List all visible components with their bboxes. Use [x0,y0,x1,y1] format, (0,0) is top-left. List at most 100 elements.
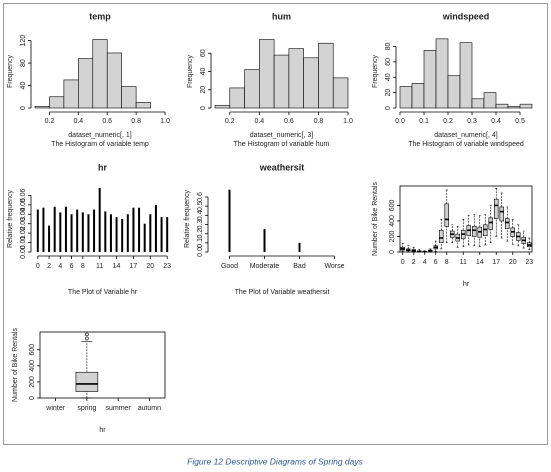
y-axis-label: Frequency [187,54,194,88]
bar [104,211,107,252]
y-tick-label: 0.04 [20,207,27,221]
x-tick-label: 1.0 [160,118,170,125]
caption: Figure 12 Descriptive Diagrams of Spring… [187,456,363,466]
x-axis-label: The Plot of Variable weathersit [235,289,330,296]
x-tick-label: 20 [146,263,154,270]
box [444,203,449,227]
x-tick-label: Bad [293,263,306,270]
x-tick-label: autumn [138,405,161,412]
x-tick-label: 0.3 [467,118,477,125]
histogram-bar [92,39,108,109]
y-tick-label: 600 [389,199,396,211]
x-tick-label: 0.4 [254,118,264,125]
y-axis-label: Relative frequency [7,190,14,248]
histogram-bar [63,79,79,109]
bar [42,207,45,252]
x-tick-label: 0 [36,263,40,270]
y-tick-label: 40 [20,82,27,90]
x-tick-label: 0.4 [73,118,83,125]
outlier [85,332,89,337]
histogram-bar [447,75,461,109]
histogram-bar [214,104,231,109]
y-tick-label: 0.1 [197,238,204,248]
x-tick-label: 14 [113,263,121,270]
chart-title: weathersit [259,162,305,172]
bar [228,189,231,252]
histogram-bar [459,42,473,109]
x-tick-label: 6 [70,263,74,270]
y-tick-label: 600 [29,344,36,356]
y-tick-label: 80 [385,43,392,51]
x-tick-label: 6 [434,259,438,266]
y-axis-label: Number of Bike Rentals [372,182,379,256]
histogram-bar [273,54,290,109]
histogram-bar [507,106,521,109]
y-tick-label: 0 [200,106,207,110]
box [494,198,499,219]
histogram-bar [495,103,509,109]
x-tick-label: 23 [163,263,171,270]
x-tick-label: Worse [324,263,344,270]
plot-frame [39,331,166,399]
x-tick-label: 2 [47,263,51,270]
x-tick-label: 2 [412,259,416,266]
y-tick-label: 0.01 [20,236,27,250]
y-tick-label: 20 [200,86,207,94]
y-tick-label: 0.0 [197,247,204,257]
plot-frame [399,185,533,253]
histogram-bar [259,39,275,109]
x-tick-label: 0.2 [45,118,55,125]
x-axis-label: hr [463,281,470,288]
x-tick-label: 8 [81,263,85,270]
y-tick-label: 60 [200,49,207,57]
x-tick-label: 0.5 [515,118,525,125]
histogram-bar [135,102,151,109]
histogram-bar [399,86,413,109]
y-tick-label: 0 [389,250,396,254]
histogram-bar [318,42,334,109]
x-tick-label: 0 [401,259,405,266]
x-tick-label: 0.6 [102,118,112,125]
histogram-bar [34,106,50,109]
x-tick-label: 4 [58,263,62,270]
x-tick-label: 0.8 [131,118,141,125]
x-tick-label: 0.2 [443,118,453,125]
y-tick-label: 0.02 [20,226,27,240]
y-tick-label: 0 [29,396,36,400]
histogram-bar [423,50,437,109]
bar [115,217,118,252]
box [439,229,444,243]
bar [53,206,56,252]
y-axis-label: Relative frequency [184,190,191,248]
y-axis-label: Frequency [372,54,379,88]
chart-subtitle: The Histogram of variable temp [51,141,149,148]
y-tick-label: 0.4 [197,210,204,220]
bar [64,206,67,252]
histogram-bar [49,96,65,109]
histogram-bar [244,69,260,109]
histogram-bar [483,92,497,109]
x-tick-label: 11 [96,263,103,270]
histogram-bar [303,57,319,109]
x-tick-label: 8 [445,259,449,266]
bar [121,219,124,252]
y-tick-label: 0.5 [197,201,204,211]
y-tick-label: 40 [200,68,207,76]
chart-title: hr [98,162,107,172]
bar [166,217,169,252]
y-tick-label: 60 [385,58,392,66]
bar [143,223,146,252]
bar [36,209,39,252]
x-tick-label: 11 [460,259,467,266]
x-tick-label: 17 [130,263,138,270]
bar [263,229,266,252]
bar [132,207,135,252]
histogram-bar [435,38,449,109]
chart-title: hum [272,11,291,21]
x-tick-label: spring [77,405,96,412]
histogram-bar [519,103,533,109]
x-tick-label: Good [221,263,238,270]
x-tick-label: 23 [525,259,533,266]
y-tick-label: 0.05 [20,198,27,212]
